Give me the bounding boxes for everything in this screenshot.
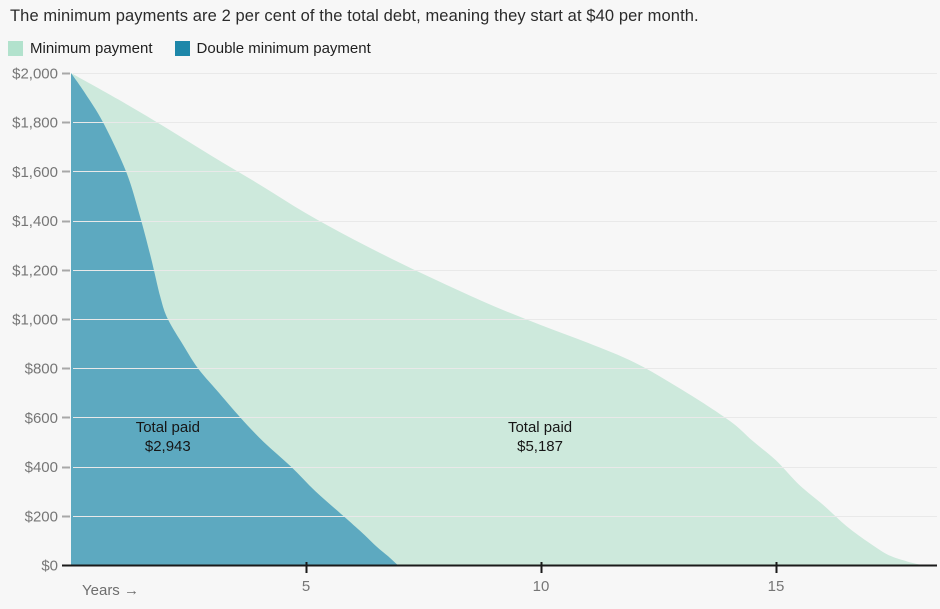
- legend-item-double-minimum-payment: Double minimum payment: [174, 40, 371, 57]
- y-tick-label: $1,400: [12, 213, 58, 230]
- x-axis-label: Years →: [82, 582, 139, 599]
- y-tick-label: $2,000: [12, 66, 58, 83]
- y-tick-label: $600: [25, 410, 58, 427]
- annotation-line: Total paid: [508, 419, 572, 436]
- y-tick-label: $200: [25, 508, 58, 525]
- x-tick-label: 15: [768, 578, 785, 595]
- y-tick-label: $1,800: [12, 115, 58, 132]
- y-tick-label: $0: [41, 558, 58, 575]
- annotation-total-paid: Total paid $5,187: [508, 419, 572, 455]
- chart-title: The minimum payments are 2 per cent of t…: [10, 7, 699, 25]
- x-tick-label: 10: [533, 578, 550, 595]
- y-tick-label: $800: [25, 361, 58, 378]
- y-tick-label: $1,000: [12, 312, 58, 329]
- annotation-total-paid: Total paid $2,943: [136, 419, 200, 455]
- y-tick-label: $1,200: [12, 262, 58, 279]
- legend-item-minimum-payment: Minimum payment: [8, 40, 153, 57]
- legend-label: Minimum payment: [30, 40, 153, 57]
- annotation-line: Total paid: [136, 419, 200, 436]
- minimum-payment-swatch: [8, 41, 23, 56]
- double-minimum-payment-swatch: [174, 41, 190, 56]
- y-tick-label: $1,600: [12, 164, 58, 181]
- chart-legend: Minimum payment Double minimum payment: [8, 40, 371, 57]
- legend-label: Double minimum payment: [196, 40, 371, 57]
- y-tick-label: $400: [25, 459, 58, 476]
- annotation-line: $2,943: [145, 438, 191, 455]
- annotation-line: $5,187: [517, 438, 563, 455]
- area-double-minimum-payment: [71, 73, 398, 565]
- x-tick-label: 5: [302, 578, 310, 595]
